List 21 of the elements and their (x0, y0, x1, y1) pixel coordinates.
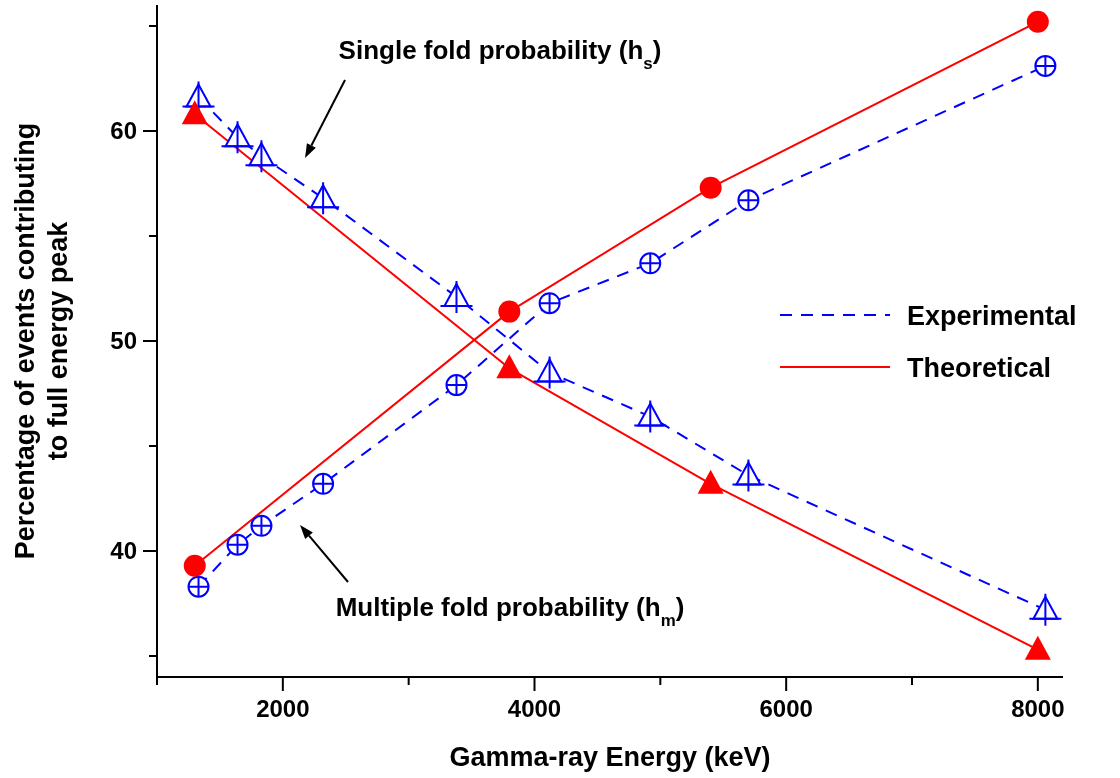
point (699, 176, 722, 199)
y-tick-label: 50 (110, 327, 137, 354)
annotation: Multiple fold probability (h$_{m}$) (335, 592, 685, 630)
point (183, 554, 206, 577)
y-tick-label: 40 (110, 537, 137, 564)
x-axis-title: Gamma-ray Energy (keV) (449, 742, 771, 772)
point (181, 100, 208, 125)
y-axis-title: Percentage of events contributing to full energy peak (9, 121, 74, 562)
annotation: Single fold probability (h$_{s}$) (338, 35, 662, 73)
point (697, 469, 724, 494)
x-tick-label: 6000 (759, 695, 813, 722)
point (498, 300, 521, 323)
legend-label: Theoretical (907, 353, 1052, 383)
x-tick-label: 8000 (1011, 695, 1065, 722)
point (1026, 10, 1049, 33)
legend-label: Experimental (907, 301, 1077, 331)
point (1024, 635, 1051, 660)
x-tick-label: 4000 (507, 695, 562, 722)
y-tick-label: 60 (110, 117, 137, 144)
x-tick-label: 2000 (256, 695, 310, 722)
point (496, 354, 523, 379)
